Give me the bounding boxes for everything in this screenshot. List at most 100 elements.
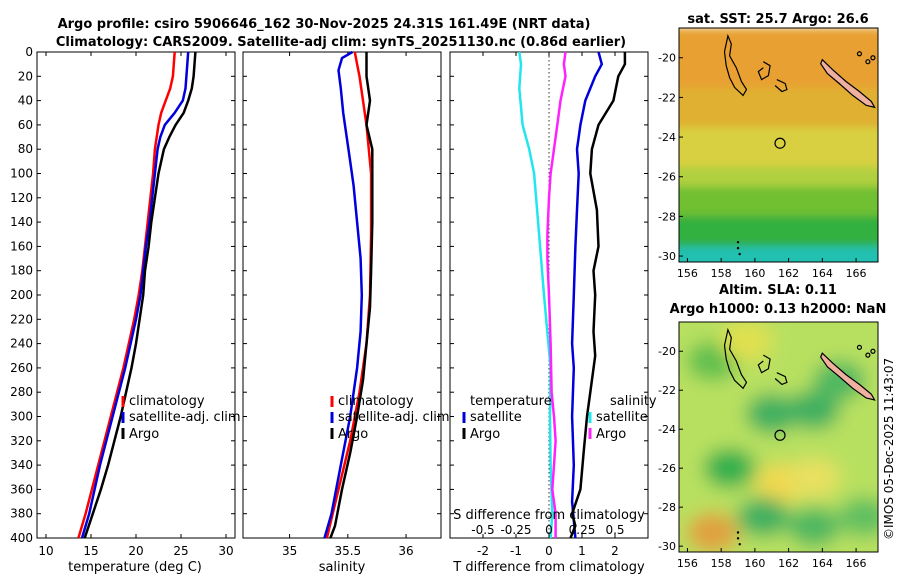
sst-band <box>679 186 878 219</box>
islet-dot <box>736 537 740 540</box>
bellona-reef-outline <box>757 354 771 374</box>
s-diff-tick-label: 0.5 <box>605 523 624 537</box>
legend-label-satellite: satellite-adj. clim <box>129 410 241 425</box>
new-caledonia-island <box>820 58 876 109</box>
difference-panel: -2 -1 0 1 2 T difference from climatology S … <box>449 51 657 575</box>
legend-label-argo: Argo <box>129 427 159 442</box>
x-tick-label: 0 <box>545 544 553 558</box>
bellona-reef-outline <box>757 61 771 81</box>
x-tick-label: 2 <box>611 544 619 558</box>
sla-anomaly-patch <box>838 496 878 537</box>
difference-xlabel: T difference from climatology <box>452 560 645 575</box>
sla-map-title-line2: Argo h1000: 0.13 h2000: NaN <box>670 302 887 317</box>
sla-anomaly-patch <box>787 457 840 498</box>
map-x-tick-label: 158 <box>711 267 732 280</box>
sla-map-title-line1: Altim. SLA: 0.11 <box>719 283 837 298</box>
map-y-tick-label: -22 <box>658 384 676 397</box>
islet-dot <box>736 531 740 534</box>
legend-label-t-satellite: satellite <box>470 410 522 425</box>
map-x-tick-label: 164 <box>812 557 833 570</box>
salinity-panel: 35 35.5 36 salinity climatology satellite-… <box>242 50 450 575</box>
sst-map-ticks: 156 158 160 162 164 166 -20 -22 -24 -26 -28 -30 <box>658 52 867 280</box>
temperature-panel: 10 15 20 25 30020406080100120140160180200220… <box>10 45 241 575</box>
islet-dot <box>738 543 741 546</box>
difference-series <box>518 51 627 539</box>
legend-header-salinity: salinity <box>610 394 657 409</box>
map-x-tick-label: 162 <box>778 557 799 570</box>
map-x-tick-label: 156 <box>677 557 698 570</box>
legend-label-satellite: satellite-adj. clim <box>338 410 450 425</box>
series-line-t-satellite <box>570 51 604 539</box>
s-diff-tick-label: 0 <box>545 523 553 537</box>
sla-anomaly-patch <box>737 496 790 537</box>
reef-outline-small <box>774 372 788 386</box>
map-x-tick-label: 166 <box>846 267 867 280</box>
x-tick-label: 25 <box>173 544 188 558</box>
salinity-xlabel: salinity <box>319 560 366 575</box>
figure-title-line2: Climatology: CARS2009. Satellite-adj cli… <box>56 35 626 50</box>
sla-anomaly-patch <box>745 393 798 434</box>
legend-label-climatology: climatology <box>129 394 205 409</box>
temperature-ticks: 10 15 20 25 30020406080100120140160180200220… <box>10 45 235 558</box>
x-tick-label: 15 <box>83 544 98 558</box>
temperature-series <box>77 51 197 539</box>
y-tick-label: 320 <box>10 434 33 448</box>
sla-anomaly-patch <box>787 389 840 430</box>
series-line-satellite-adj-clim <box>80 51 190 539</box>
difference-top-xlabel: S difference from climatology <box>453 508 645 523</box>
sla-anomaly-patch <box>686 512 739 552</box>
sla-anomaly-patch <box>813 360 866 401</box>
y-tick-label: 380 <box>10 507 33 521</box>
legend-label-t-argo: Argo <box>470 427 500 442</box>
x-tick-label: 20 <box>128 544 143 558</box>
sst-map-frame <box>678 27 879 263</box>
x-tick-label: -1 <box>510 544 522 558</box>
map-x-tick-label: 160 <box>744 557 765 570</box>
legend-header-temperature: temperature <box>470 394 552 409</box>
chesterfield-reef-outline <box>723 327 748 390</box>
y-tick-label: 0 <box>25 45 33 59</box>
x-tick-label: 1 <box>578 544 586 558</box>
sst-colour-field <box>679 28 878 262</box>
series-line-t-argo <box>569 52 627 539</box>
y-tick-label: 140 <box>10 215 33 229</box>
y-tick-label: 340 <box>10 458 33 472</box>
y-tick-label: 220 <box>10 312 33 326</box>
y-tick-label: 80 <box>18 142 33 156</box>
series-line-argo <box>329 52 374 539</box>
sst-map: sat. SST: 25.7 Argo: 26.6 156 158 160 162 16… <box>658 12 879 280</box>
x-tick-label: -2 <box>477 544 489 558</box>
y-tick-label: 240 <box>10 337 33 351</box>
islet-dot <box>736 246 740 250</box>
map-y-tick-label: -30 <box>658 250 676 263</box>
x-tick-label: 30 <box>218 544 233 558</box>
series-line-argo <box>83 51 197 539</box>
y-tick-label: 60 <box>18 118 33 132</box>
sla-map-ticks: 156 158 160 162 164 166 -20 -22 -24 -26 -28 -30 <box>658 345 867 570</box>
legend-label-s-satellite: satellite <box>596 410 648 425</box>
y-tick-label: 280 <box>10 385 33 399</box>
y-tick-label: 260 <box>10 361 33 375</box>
figure-title-line1: Argo profile: csiro 5906646_162 30-Nov-2… <box>58 17 591 32</box>
y-tick-label: 360 <box>10 482 33 496</box>
sla-anomaly-patch <box>787 506 840 547</box>
difference-legend: temperature salinity satellite Argo sate… <box>462 394 657 442</box>
y-tick-label: 180 <box>10 264 33 278</box>
loyalty-islet <box>870 348 876 354</box>
sla-map-frame <box>678 321 879 553</box>
y-tick-label: 200 <box>10 288 33 302</box>
map-x-tick-label: 162 <box>778 267 799 280</box>
map-y-tick-label: -20 <box>658 345 676 358</box>
islet-dot <box>736 240 740 244</box>
x-tick-label: 35 <box>282 544 297 558</box>
sla-anomaly-patch <box>720 322 773 362</box>
chesterfield-reef-outline <box>723 33 748 97</box>
map-y-tick-label: -24 <box>658 423 676 436</box>
series-line-s-satellite <box>518 51 554 539</box>
y-tick-label: 160 <box>10 239 33 253</box>
y-tick-label: 100 <box>10 167 33 181</box>
s-diff-tick-label: -0.25 <box>500 523 531 537</box>
y-tick-label: 120 <box>10 191 33 205</box>
loyalty-islet <box>856 344 863 350</box>
